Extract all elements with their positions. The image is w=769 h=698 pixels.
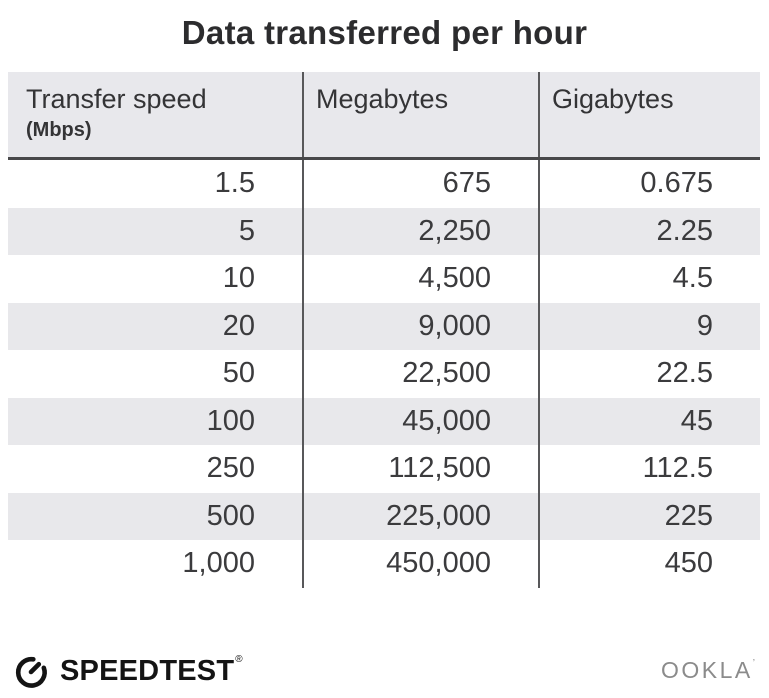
table-row: 1,000 450,000 450	[8, 540, 760, 588]
header-megabytes: Megabytes	[302, 72, 538, 157]
data-table: Transfer speed (Mbps) Megabytes Gigabyte…	[8, 72, 760, 588]
cell-megabytes: 22,500	[302, 350, 538, 398]
header-gigabytes-label: Gigabytes	[552, 84, 674, 114]
cell-gigabytes: 225	[538, 492, 760, 540]
table-row: 1.5 675 0.675	[8, 160, 760, 208]
cell-transfer-speed: 10	[222, 262, 255, 295]
table-row: 100 45,000 45	[8, 397, 760, 445]
table-row: 500 225,000 225	[8, 492, 760, 540]
header-gigabytes: Gigabytes	[538, 72, 760, 157]
cell-transfer-speed: 5	[238, 214, 255, 247]
cell-gigabytes: 45	[538, 397, 760, 445]
cell-gigabytes: 2.25	[538, 207, 760, 255]
header-transfer-speed-label: Transfer speed	[26, 84, 207, 114]
cell-megabytes: 4,500	[302, 255, 538, 303]
speedtest-logo: SPEEDTEST®	[12, 650, 243, 690]
cell-transfer-speed: 500	[206, 499, 255, 532]
cell-gigabytes: 9	[538, 302, 760, 350]
header-megabytes-label: Megabytes	[316, 84, 449, 114]
table-row: 20 9,000 9	[8, 302, 760, 350]
table-header-row: Transfer speed (Mbps) Megabytes Gigabyte…	[8, 72, 760, 160]
page-title: Data transferred per hour	[181, 14, 588, 51]
cell-megabytes: 2,250	[302, 207, 538, 255]
registered-trademark-icon: ®	[235, 654, 243, 665]
cell-transfer-speed: 1,000	[182, 547, 255, 580]
cell-transfer-speed: 50	[222, 357, 255, 390]
cell-gigabytes: 450	[538, 540, 760, 588]
cell-gigabytes: 4.5	[538, 255, 760, 303]
cell-megabytes: 112,500	[302, 445, 538, 493]
cell-gigabytes: 0.675	[538, 160, 760, 208]
header-transfer-speed: Transfer speed (Mbps)	[8, 72, 302, 157]
footer: SPEEDTEST® OOKLA’	[12, 650, 755, 690]
cell-megabytes: 450,000	[302, 540, 538, 588]
header-transfer-speed-unit: (Mbps)	[26, 119, 92, 142]
speedometer-gauge-icon	[15, 656, 47, 688]
table-row: 10 4,500 4.5	[8, 255, 760, 303]
cell-megabytes: 675	[302, 160, 538, 208]
cell-megabytes: 225,000	[302, 492, 538, 540]
cell-gigabytes: 112.5	[538, 445, 760, 493]
speedtest-wordmark: SPEEDTEST	[60, 655, 235, 687]
cell-transfer-speed: 100	[206, 404, 255, 437]
table-row: 50 22,500 22.5	[8, 350, 760, 398]
cell-transfer-speed: 250	[206, 452, 255, 485]
cell-megabytes: 45,000	[302, 397, 538, 445]
trademark-tick-icon: ’	[752, 657, 755, 669]
ookla-wordmark: OOKLA	[661, 656, 753, 683]
cell-gigabytes: 22.5	[538, 350, 760, 398]
cell-transfer-speed: 20	[222, 309, 255, 342]
table-body: 1.5 675 0.675 5 2,250 2.25 10 4,500 4.5 …	[8, 160, 760, 588]
table-row: 5 2,250 2.25	[8, 207, 760, 255]
cell-megabytes: 9,000	[302, 302, 538, 350]
table-row: 250 112,500 112.5	[8, 445, 760, 493]
cell-transfer-speed: 1.5	[214, 167, 255, 200]
